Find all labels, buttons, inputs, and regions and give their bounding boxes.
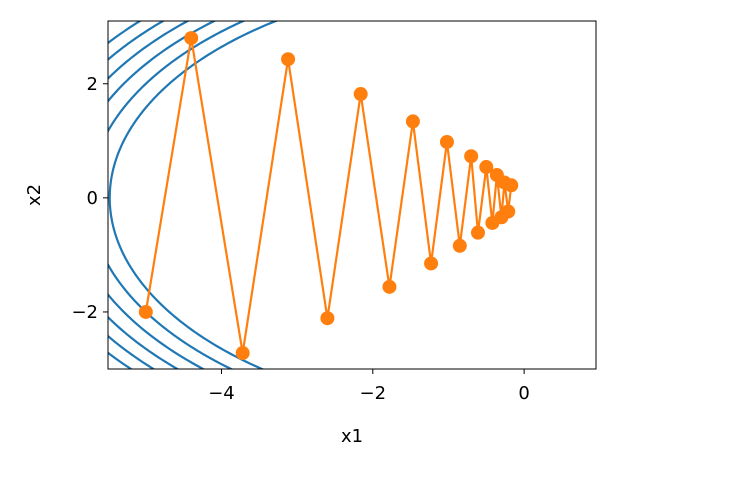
trajectory-series: [138, 31, 519, 361]
contour-line: [108, 21, 143, 369]
trajectory-point: [320, 311, 335, 326]
contour-line: [108, 21, 279, 369]
contour-line: [108, 21, 166, 369]
trajectory-point: [439, 134, 454, 149]
trajectory-point: [138, 304, 153, 319]
trajectory-point: [382, 279, 397, 294]
y-axis-label: x2: [24, 184, 45, 206]
trajectory-point: [281, 52, 296, 67]
contour-line: [108, 21, 246, 369]
trajectory-point: [452, 238, 467, 253]
y-tick-label: −2: [71, 302, 98, 323]
x-axis-ticks: −4 −2 0: [208, 369, 530, 404]
x-tick-label: 0: [518, 383, 529, 404]
trajectory-point: [235, 346, 250, 361]
trajectory-point: [464, 149, 479, 164]
x-tick-label: −2: [360, 383, 387, 404]
y-tick-label: 0: [87, 188, 98, 209]
trajectory-line: [144, 37, 513, 354]
x-axis-label: x1: [341, 426, 363, 447]
trajectory-point: [470, 225, 485, 240]
trajectory-point: [424, 256, 439, 271]
contour-lines: [108, 21, 279, 369]
contour-line: [108, 21, 190, 369]
y-axis-ticks: −2 0 2: [71, 74, 108, 323]
trajectory-point: [353, 87, 368, 102]
trajectory-point: [405, 114, 420, 129]
plot-frame: [107, 20, 597, 370]
trajectory-point: [501, 204, 516, 219]
trajectory-point: [504, 178, 519, 193]
x-tick-label: −4: [208, 383, 235, 404]
trajectory-point: [479, 160, 494, 175]
trajectory-point: [184, 31, 199, 46]
y-tick-label: 2: [87, 74, 98, 95]
